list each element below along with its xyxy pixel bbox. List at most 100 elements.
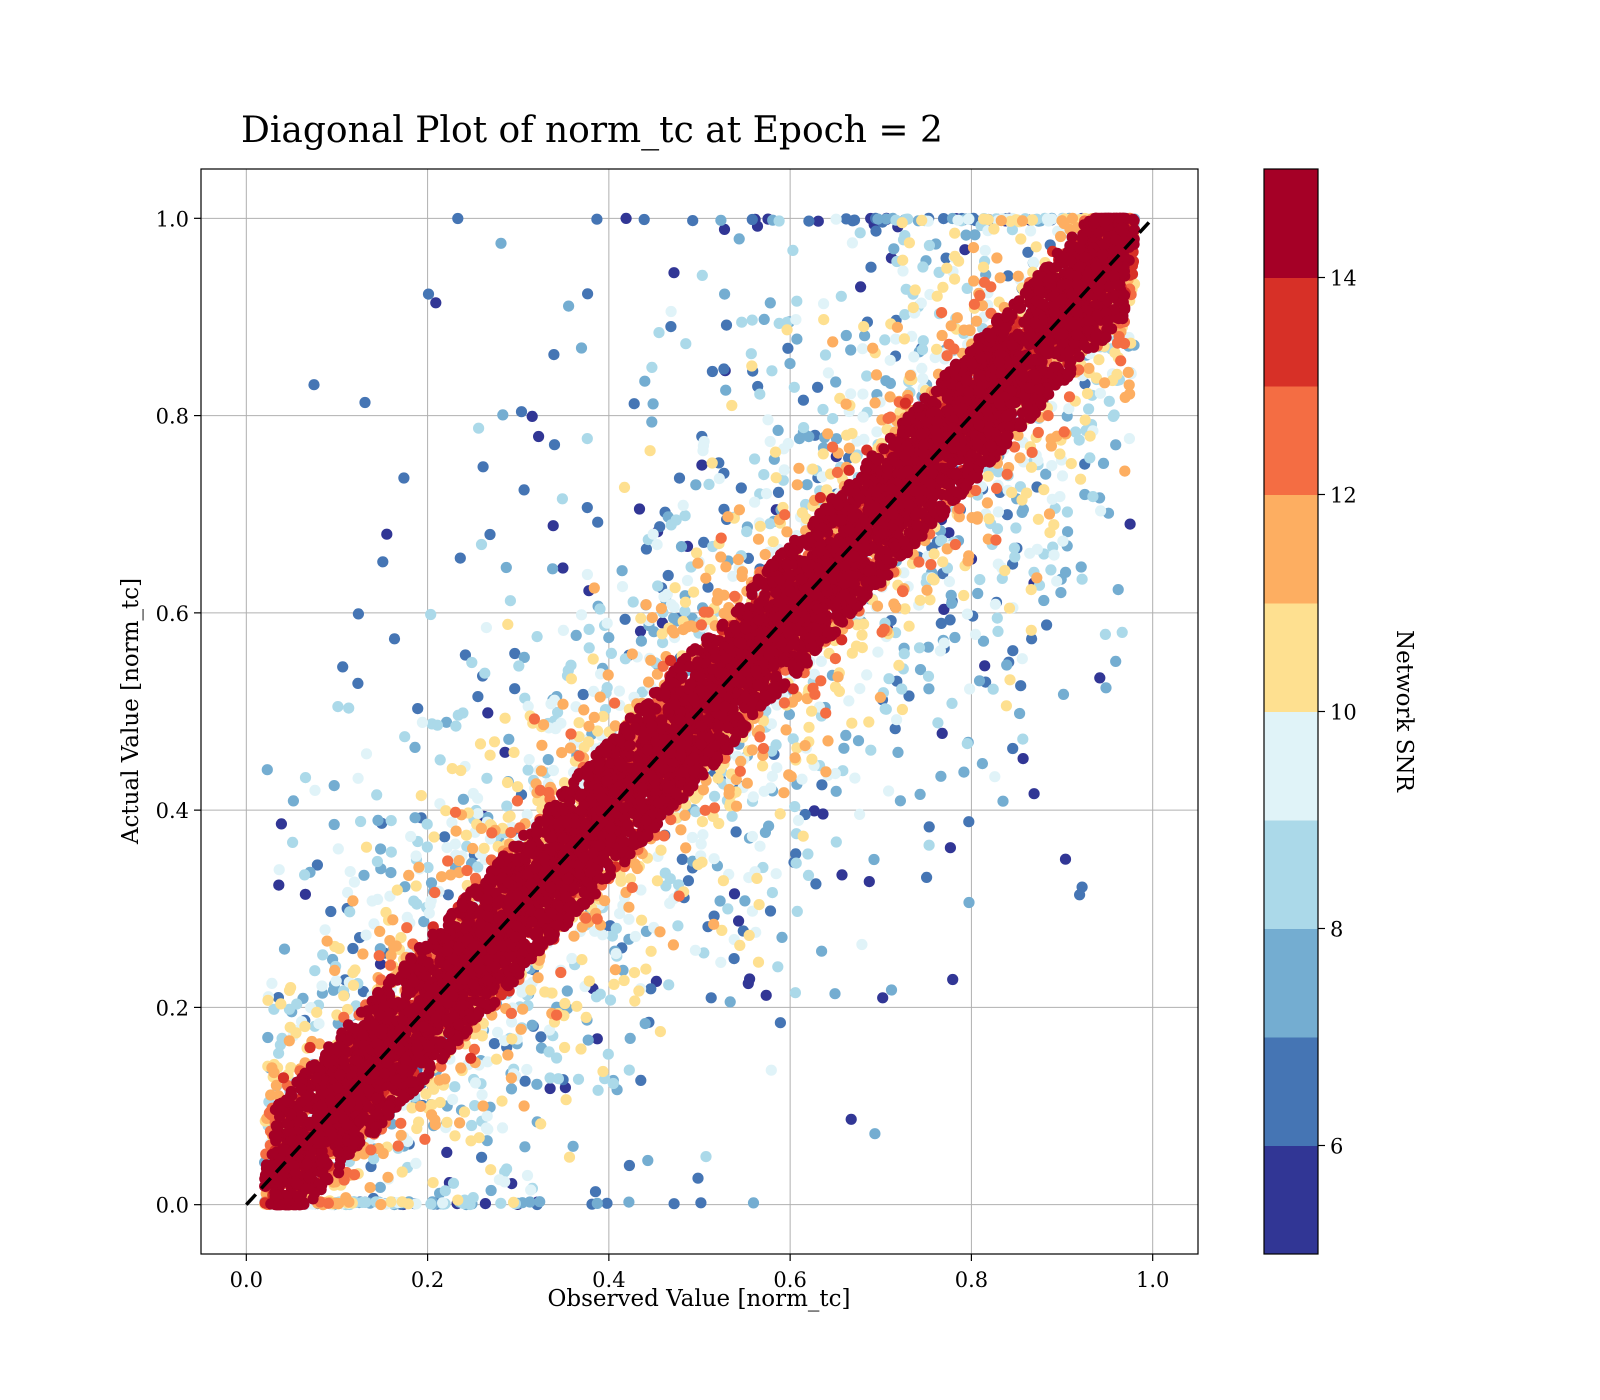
scatter-point bbox=[645, 983, 657, 995]
scatter-point bbox=[505, 1072, 517, 1084]
scatter-point bbox=[618, 974, 630, 987]
scatter-point bbox=[1017, 753, 1029, 765]
scatter-point bbox=[385, 846, 397, 858]
scatter-point bbox=[1007, 645, 1019, 657]
scatter-point bbox=[486, 827, 498, 839]
scatter-point bbox=[904, 369, 917, 382]
scatter-point bbox=[944, 614, 956, 626]
scatter-point bbox=[1056, 470, 1069, 482]
scatter-point bbox=[741, 777, 753, 789]
scatter-point bbox=[387, 914, 399, 926]
scatter-point bbox=[1057, 688, 1070, 701]
scatter-point bbox=[429, 1114, 441, 1126]
scatter-point bbox=[764, 905, 777, 917]
scatter-point bbox=[856, 629, 868, 641]
scatter-point bbox=[723, 788, 735, 800]
scatter-point bbox=[827, 441, 839, 453]
scatter-point bbox=[739, 895, 751, 907]
scatter-point bbox=[696, 816, 709, 828]
scatter-point bbox=[484, 749, 496, 761]
scatter-point bbox=[447, 1093, 459, 1106]
scatter-point bbox=[651, 539, 663, 551]
scatter-point bbox=[961, 738, 973, 750]
scatter-point bbox=[536, 739, 548, 751]
scatter-point bbox=[720, 384, 732, 396]
scatter-point bbox=[466, 656, 478, 669]
scatter-point bbox=[766, 887, 779, 899]
scatter-point bbox=[891, 321, 904, 333]
scatter-point bbox=[843, 442, 855, 454]
scatter-point bbox=[945, 589, 957, 601]
scatter-point bbox=[478, 842, 490, 854]
scatter-point bbox=[525, 1184, 537, 1196]
scatter-point bbox=[846, 647, 858, 659]
scatter-point bbox=[676, 853, 688, 866]
scatter-point bbox=[764, 435, 776, 448]
scatter-point bbox=[479, 1198, 491, 1210]
scatter-point bbox=[1099, 377, 1111, 389]
scatter-point bbox=[783, 708, 796, 721]
scatter-point bbox=[827, 336, 839, 348]
scatter-point bbox=[325, 905, 337, 918]
scatter-point bbox=[938, 603, 950, 616]
scatter-point bbox=[426, 1099, 438, 1111]
scatter-point bbox=[1030, 241, 1042, 253]
scatter-point bbox=[544, 1072, 556, 1084]
scatter-point bbox=[857, 388, 869, 400]
scatter-point bbox=[820, 766, 832, 778]
scatter-point bbox=[861, 669, 873, 681]
scatter-point bbox=[440, 805, 452, 817]
scatter-point bbox=[774, 1017, 787, 1029]
scatter-point bbox=[679, 605, 691, 617]
scatter-point bbox=[543, 1024, 556, 1036]
scatter-point bbox=[519, 1075, 531, 1087]
scatter-point bbox=[583, 642, 595, 654]
scatter-point bbox=[845, 1113, 857, 1125]
scatter-point bbox=[668, 1198, 680, 1210]
scatter-point bbox=[457, 793, 469, 805]
scatter-point bbox=[511, 795, 523, 807]
scatter-point bbox=[636, 686, 648, 698]
scatter-point bbox=[733, 915, 745, 927]
scatter-point bbox=[924, 594, 936, 606]
scatter-point bbox=[273, 1047, 285, 1059]
scatter-point bbox=[829, 988, 841, 1000]
scatter-point bbox=[711, 594, 723, 606]
scatter-point bbox=[870, 225, 882, 237]
scatter-point bbox=[475, 538, 488, 551]
scatter-point bbox=[1123, 379, 1135, 391]
scatter-point bbox=[1003, 602, 1016, 614]
scatter-point bbox=[591, 213, 603, 225]
scatter-point bbox=[852, 735, 865, 747]
scatter-point bbox=[566, 952, 578, 965]
scatter-point bbox=[425, 1198, 437, 1210]
scatter-point bbox=[623, 1064, 635, 1076]
scatter-point bbox=[760, 989, 772, 1001]
scatter-point bbox=[601, 617, 613, 629]
scatter-point bbox=[803, 215, 815, 227]
scatter-point bbox=[391, 884, 403, 896]
scatter-point bbox=[522, 700, 534, 713]
scatter-point bbox=[945, 320, 957, 332]
scatter-point bbox=[572, 1073, 585, 1085]
scatter-point bbox=[1006, 224, 1019, 236]
scatter-point bbox=[979, 244, 991, 257]
scatter-point bbox=[1122, 366, 1134, 378]
scatter-point bbox=[770, 868, 782, 880]
scatter-point bbox=[509, 647, 521, 660]
scatter-point bbox=[642, 1154, 654, 1167]
scatter-point bbox=[618, 481, 631, 493]
scatter-point bbox=[578, 704, 590, 716]
scatter-point bbox=[627, 596, 639, 608]
scatter-point bbox=[635, 1074, 647, 1086]
scatter-point bbox=[722, 903, 734, 915]
scatter-point bbox=[377, 1147, 389, 1160]
scatter-point bbox=[781, 526, 793, 538]
scatter-point bbox=[557, 698, 569, 710]
scatter-point bbox=[455, 764, 467, 777]
scatter-point bbox=[581, 502, 593, 514]
scatter-point bbox=[961, 608, 974, 620]
scatter-point bbox=[635, 612, 647, 624]
scatter-point bbox=[534, 784, 546, 797]
scatter-point bbox=[1016, 215, 1029, 227]
